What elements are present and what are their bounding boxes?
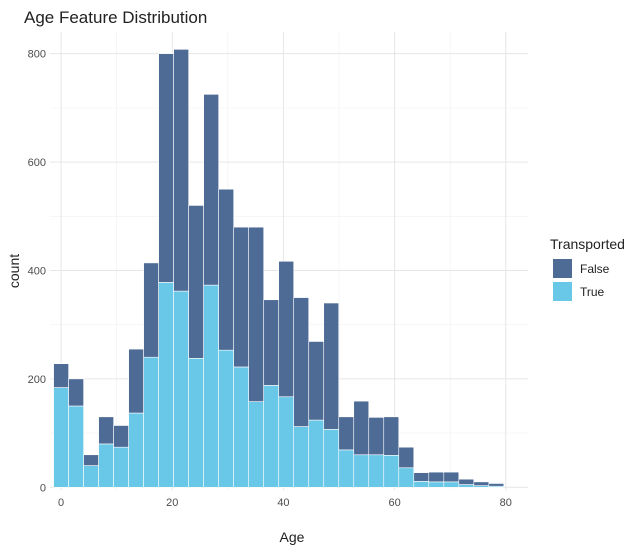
bar-false — [173, 49, 189, 292]
bar-true — [428, 481, 445, 488]
bar-true — [83, 465, 99, 488]
bar-true — [338, 449, 355, 488]
bar-false — [68, 378, 84, 407]
bar-true — [203, 284, 219, 488]
legend-title: Transported — [550, 236, 625, 252]
bar-false — [383, 416, 400, 456]
bar-true — [128, 412, 144, 488]
bar-true — [278, 396, 295, 488]
x-axis-label: Age — [280, 529, 305, 545]
bar-false — [473, 481, 490, 486]
bar-true — [68, 405, 84, 488]
bar-false — [398, 446, 415, 469]
x-tick-label: 20 — [166, 497, 178, 509]
bar-true — [458, 484, 475, 488]
y-tick-label: 200 — [28, 374, 46, 386]
bar-true — [248, 401, 265, 488]
y-tick-label: 0 — [40, 482, 46, 494]
bar-true — [413, 481, 430, 488]
legend-key-true — [553, 282, 572, 301]
bar-false — [353, 400, 370, 456]
bars — [53, 49, 505, 488]
bar-false — [458, 478, 475, 485]
bar-false — [143, 262, 159, 358]
y-axis-ticks: 0 200 400 600 800 — [28, 49, 46, 495]
bar-true — [308, 419, 325, 488]
chart-title: Age Feature Distribution — [24, 8, 207, 27]
y-tick-label: 400 — [28, 265, 46, 277]
bar-true — [293, 426, 310, 488]
legend-label-true: True — [580, 285, 605, 299]
bar-false — [308, 341, 325, 421]
bar-false — [98, 416, 114, 445]
bar-true — [263, 385, 280, 488]
bar-false — [323, 302, 340, 430]
bar-false — [263, 299, 280, 386]
y-tick-label: 600 — [28, 157, 46, 169]
bar-false — [83, 454, 99, 466]
bar-true — [173, 290, 189, 488]
legend-label-false: False — [580, 262, 610, 276]
y-tick-label: 800 — [28, 49, 46, 61]
bar-false — [233, 226, 250, 368]
x-tick-label: 40 — [277, 497, 289, 509]
bar-false — [53, 363, 69, 388]
bar-false — [248, 226, 265, 402]
bar-false — [203, 94, 219, 286]
bar-true — [143, 356, 159, 488]
bar-false — [128, 348, 144, 414]
bar-false — [293, 297, 310, 427]
legend: Transported False True — [550, 236, 625, 301]
bar-true — [353, 454, 370, 488]
bar-true — [158, 282, 174, 488]
y-axis-label: count — [6, 254, 22, 288]
bar-false — [428, 471, 445, 483]
x-tick-label: 0 — [58, 497, 64, 509]
bar-false — [413, 472, 430, 482]
x-axis-ticks: 0 20 40 60 80 — [58, 497, 512, 509]
bar-true — [53, 387, 69, 488]
bar-false — [488, 483, 505, 487]
bar-true — [113, 446, 129, 488]
bar-false — [338, 416, 355, 451]
legend-key-false — [553, 259, 572, 278]
bar-true — [233, 366, 250, 488]
bar-true — [218, 349, 234, 488]
x-tick-label: 80 — [500, 497, 512, 509]
bar-true — [323, 428, 340, 488]
bar-false — [113, 425, 129, 448]
bar-true — [368, 454, 385, 488]
bar-true — [188, 357, 204, 488]
bar-true — [98, 443, 114, 488]
bar-false — [368, 417, 385, 456]
bar-true — [443, 481, 460, 488]
x-tick-label: 60 — [388, 497, 400, 509]
bar-false — [278, 260, 295, 398]
bar-true — [398, 467, 415, 488]
bar-false — [443, 471, 460, 483]
bar-false — [158, 53, 174, 283]
bar-true — [383, 455, 400, 488]
bar-false — [188, 205, 204, 359]
bar-false — [218, 188, 234, 351]
